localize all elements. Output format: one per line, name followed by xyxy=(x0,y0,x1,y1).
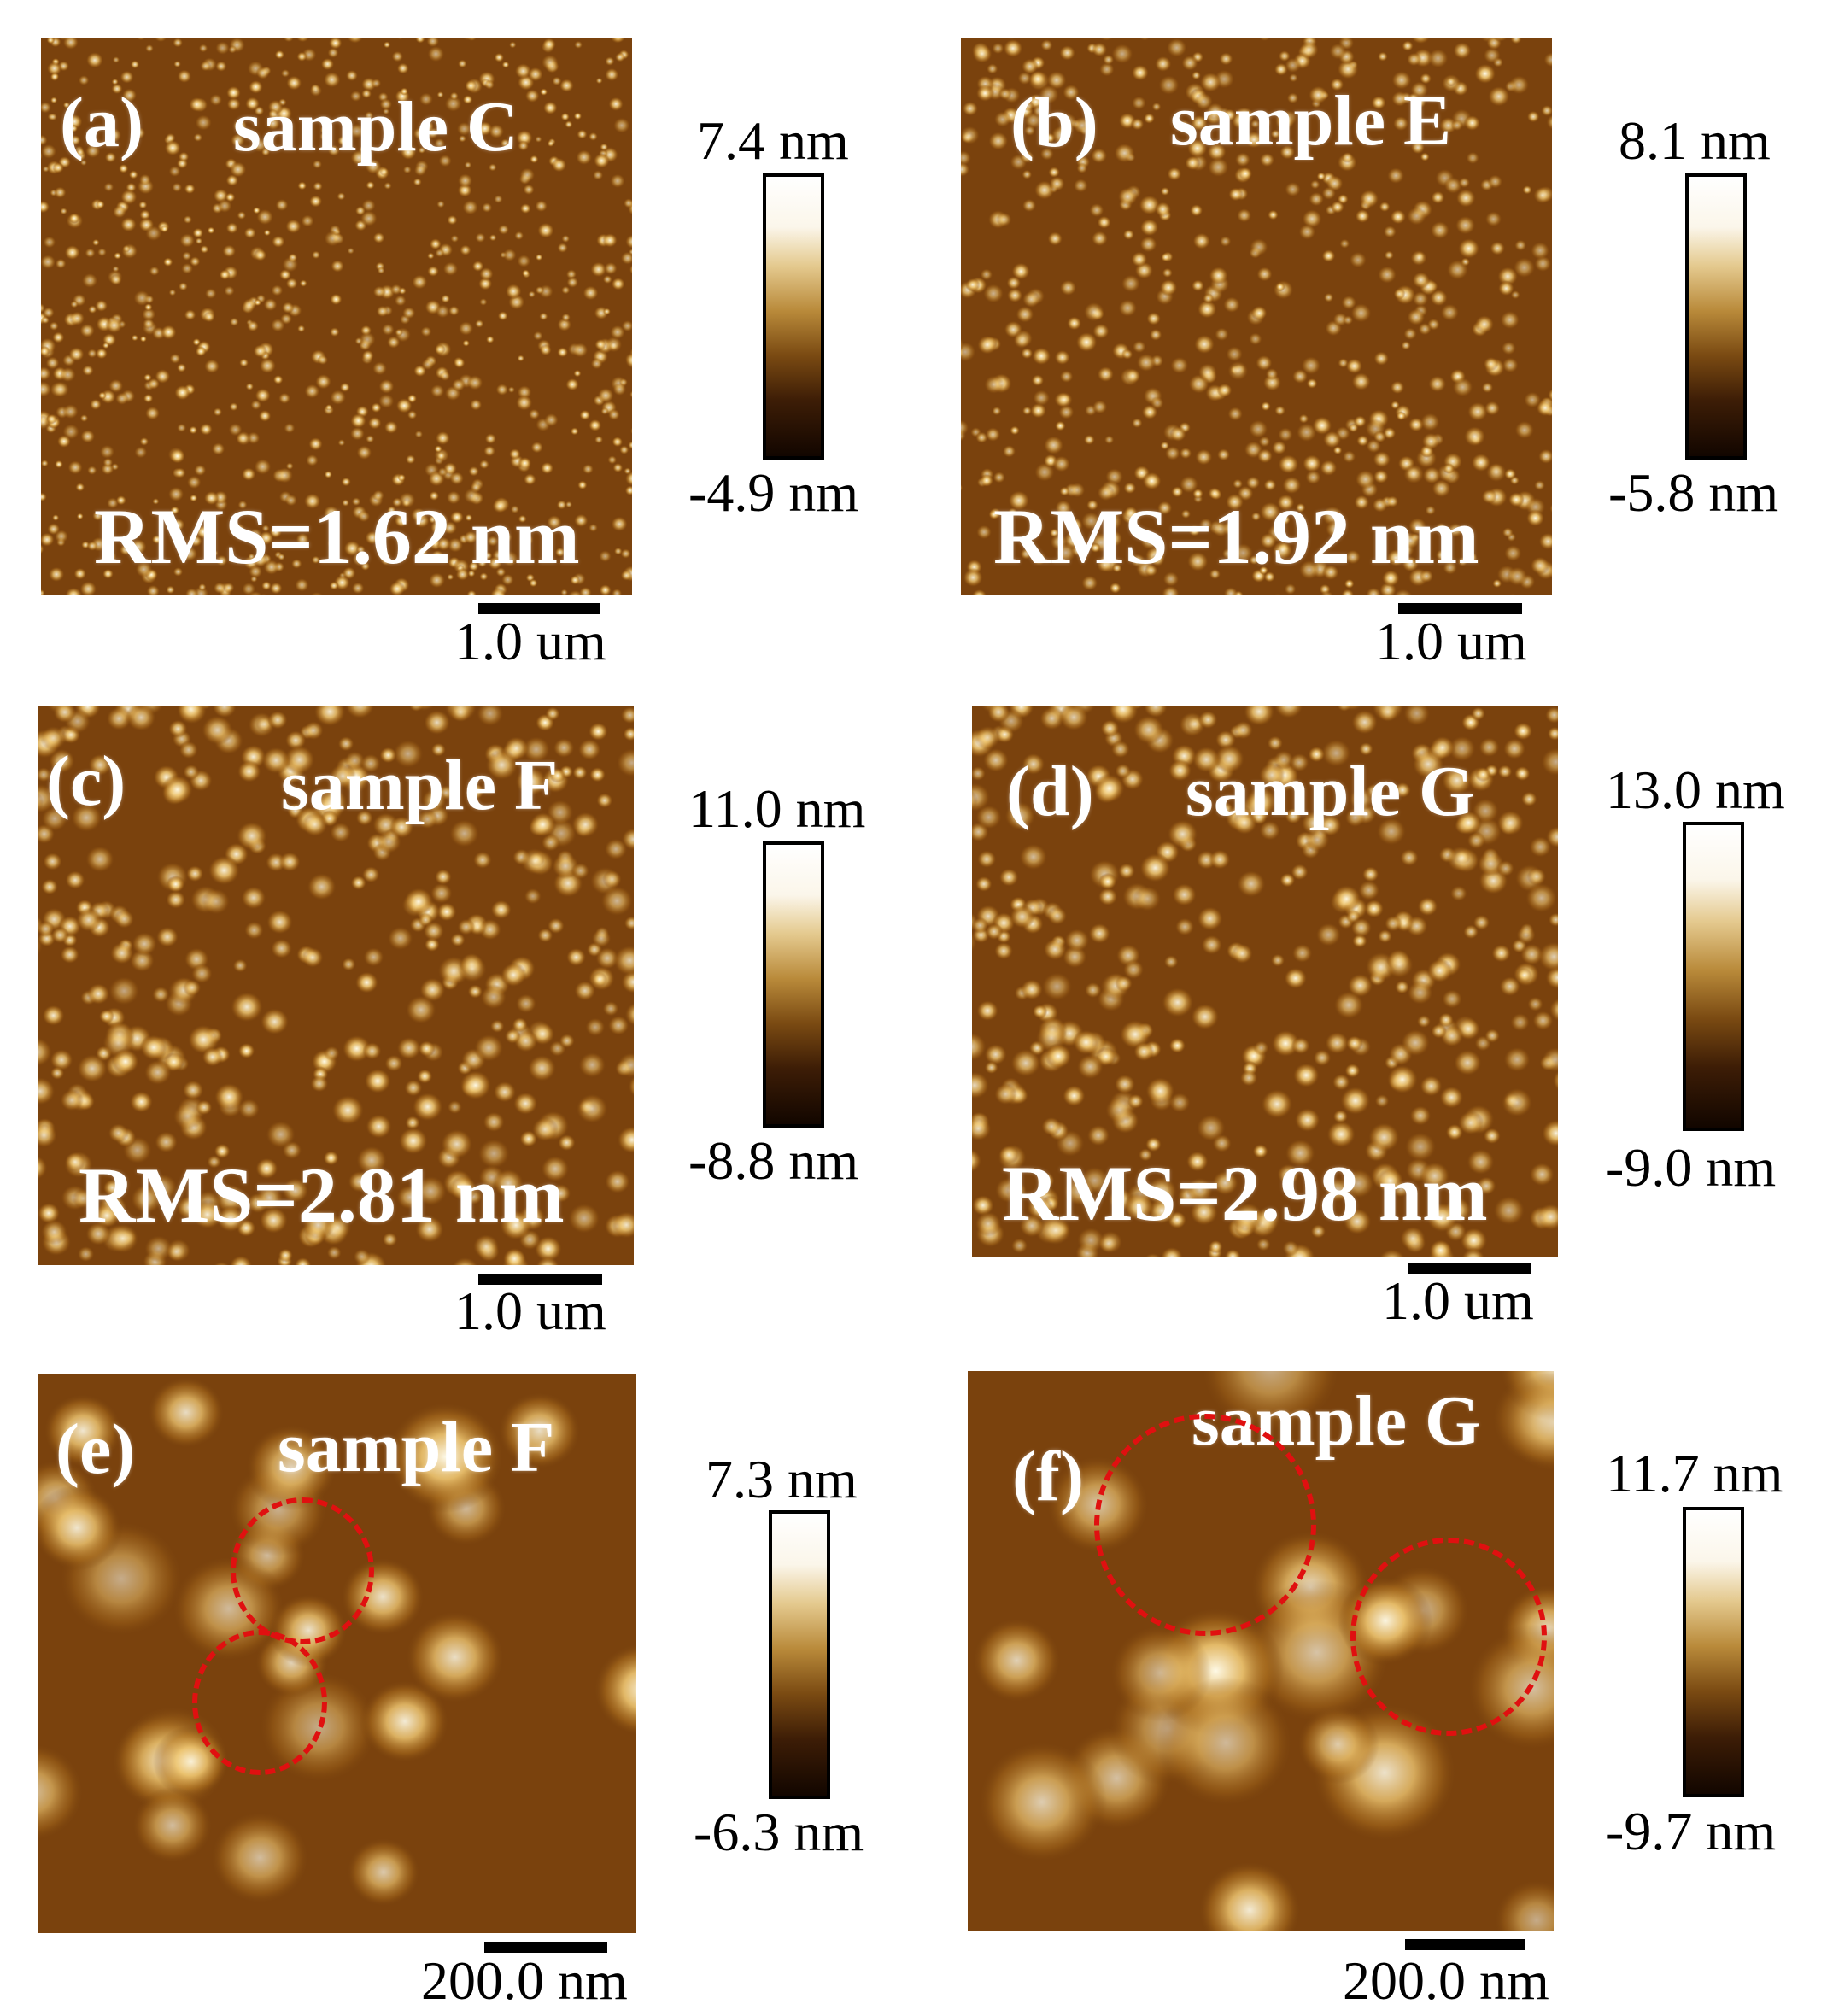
colorbar-c xyxy=(763,841,824,1128)
colorbar-max-f: 11.7 nm xyxy=(1606,1443,1783,1503)
afm-image-f: (f) sample G xyxy=(968,1371,1554,1931)
panel-label-c: (c) xyxy=(46,741,126,821)
colorbar-a xyxy=(763,173,824,460)
scale-text-e: 200.0 nm xyxy=(421,1950,628,2011)
highlight-circle-f1 xyxy=(1094,1414,1316,1636)
rms-value-b: RMS=1.92 nm xyxy=(993,493,1479,580)
colorbar-min-f: -9.7 nm xyxy=(1606,1801,1777,1861)
sample-title-b: sample E xyxy=(1170,81,1452,161)
scale-bar-a xyxy=(478,603,600,614)
scale-text-c: 1.0 um xyxy=(454,1281,606,1341)
colorbar-max-b: 8.1 nm xyxy=(1619,110,1771,171)
afm-image-c: (c) sample F RMS=2.81 nm xyxy=(38,706,634,1265)
colorbar-f xyxy=(1683,1507,1744,1797)
highlight-circle-e1 xyxy=(231,1497,374,1644)
rms-value-c: RMS=2.81 nm xyxy=(79,1152,565,1239)
afm-image-d: (d) sample G RMS=2.98 nm xyxy=(972,706,1558,1257)
sample-title-c: sample F xyxy=(281,746,559,825)
panel-label-f: (f) xyxy=(1012,1437,1084,1516)
panel-label-d: (d) xyxy=(1006,752,1094,831)
scale-text-d: 1.0 um xyxy=(1382,1270,1534,1331)
afm-image-e: (e) sample F xyxy=(38,1374,636,1933)
scale-bar-f xyxy=(1405,1939,1525,1950)
colorbar-min-c: -8.8 nm xyxy=(688,1130,859,1191)
rms-value-a: RMS=1.62 nm xyxy=(94,493,580,580)
sample-title-d: sample G xyxy=(1186,752,1475,831)
colorbar-max-a: 7.4 nm xyxy=(697,110,849,171)
scale-text-b: 1.0 um xyxy=(1375,611,1527,671)
scale-bar-b xyxy=(1398,603,1522,614)
highlight-circle-e2 xyxy=(192,1630,327,1775)
rms-value-d: RMS=2.98 nm xyxy=(1002,1150,1488,1237)
colorbar-max-e: 7.3 nm xyxy=(706,1449,858,1509)
scale-bar-d xyxy=(1408,1263,1531,1274)
colorbar-min-a: -4.9 nm xyxy=(688,462,859,523)
highlight-circle-f2 xyxy=(1350,1538,1547,1736)
colorbar-max-c: 11.0 nm xyxy=(688,778,866,839)
scale-text-f: 200.0 nm xyxy=(1343,1950,1549,2011)
scale-bar-e xyxy=(484,1942,607,1953)
afm-texture-c xyxy=(38,706,634,1265)
colorbar-min-e: -6.3 nm xyxy=(694,1802,864,1862)
colorbar-d xyxy=(1683,822,1744,1131)
afm-image-b: (b) sample E RMS=1.92 nm xyxy=(961,38,1552,595)
sample-title-e: sample F xyxy=(278,1408,555,1487)
afm-texture-a xyxy=(41,38,632,595)
panel-label-b: (b) xyxy=(1010,83,1098,162)
scale-text-a: 1.0 um xyxy=(454,611,606,671)
colorbar-e xyxy=(769,1510,830,1799)
colorbar-min-b: -5.8 nm xyxy=(1608,462,1779,523)
sample-title-a: sample C xyxy=(233,87,518,167)
panel-label-a: (a) xyxy=(60,83,143,162)
colorbar-b xyxy=(1685,173,1747,460)
colorbar-max-d: 13.0 nm xyxy=(1606,759,1785,820)
colorbar-min-d: -9.0 nm xyxy=(1606,1137,1777,1198)
afm-image-a: (a) sample C RMS=1.62 nm xyxy=(41,38,632,595)
afm-texture-d xyxy=(972,706,1558,1257)
panel-label-e: (e) xyxy=(56,1409,136,1489)
scale-bar-c xyxy=(478,1274,602,1285)
afm-texture-b xyxy=(961,38,1552,595)
